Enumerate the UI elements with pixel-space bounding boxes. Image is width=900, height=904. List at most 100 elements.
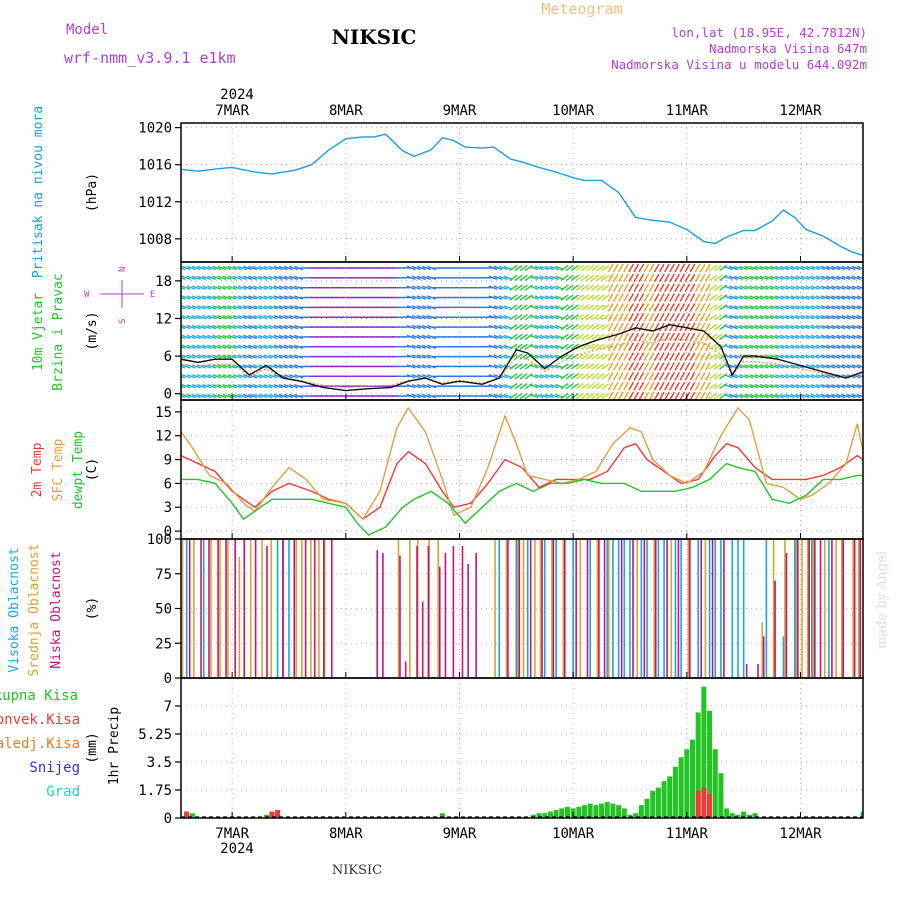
- wind-arrow: [273, 275, 283, 281]
- wind-arrow: [815, 275, 825, 281]
- wind-arrow: [826, 393, 836, 399]
- wind-arrow: [493, 344, 503, 349]
- data-bar: [644, 798, 650, 817]
- wind-arrow: [263, 383, 273, 389]
- wind-arrow: [800, 285, 810, 290]
- wind-arrow: [222, 374, 232, 379]
- wind-arrow: [795, 324, 805, 330]
- wind-arrow: [689, 293, 696, 302]
- wind-arrow: [539, 275, 549, 281]
- wind-arrow: [186, 324, 196, 330]
- y-tick-label: 12: [155, 311, 172, 327]
- wind-arrow: [601, 274, 610, 282]
- wind-arrow: [643, 372, 650, 381]
- wind-arrow: [196, 285, 206, 290]
- wind-arrow: [519, 392, 528, 400]
- data-bar: [701, 686, 707, 817]
- wind-arrow: [416, 374, 426, 379]
- wind-arrow: [232, 324, 242, 330]
- wind-arrow: [836, 305, 846, 310]
- wind-arrow: [289, 285, 298, 290]
- wind-arrow: [514, 294, 523, 301]
- wind-arrow: [534, 275, 544, 281]
- wind-arrow: [411, 305, 421, 310]
- wind-arrow: [509, 314, 518, 321]
- wind-arrow: [754, 324, 764, 330]
- wind-arrow: [694, 372, 701, 381]
- wind-arrow: [648, 342, 655, 352]
- wind-arrow: [810, 295, 820, 300]
- data-bar: [724, 808, 730, 817]
- data-bar: [785, 552, 788, 677]
- panel-frame: [180, 399, 864, 540]
- wind-arrow: [831, 324, 841, 330]
- wind-arrow: [217, 334, 227, 340]
- wind-arrow: [601, 284, 610, 291]
- wind-arrow: [607, 293, 614, 302]
- wind-arrow: [674, 312, 681, 322]
- data-bar: [225, 539, 227, 677]
- wind-arrow: [544, 334, 554, 340]
- wind-arrow: [780, 305, 790, 310]
- wind-arrow: [406, 334, 416, 340]
- wind-arrow: [774, 344, 784, 349]
- wind-arrow: [607, 362, 614, 371]
- wind-arrow: [186, 374, 196, 379]
- wind-arrow: [851, 354, 861, 359]
- wind-arrow: [586, 333, 595, 341]
- wind-arrow: [509, 343, 518, 350]
- wind-arrow: [524, 274, 533, 282]
- wind-arrow: [258, 324, 268, 330]
- wind-arrow: [258, 354, 268, 359]
- wind-arrow: [591, 382, 600, 390]
- wind-arrow: [643, 362, 650, 371]
- data-bar: [735, 814, 741, 817]
- wind-arrow: [427, 324, 437, 330]
- wind-arrow: [669, 263, 675, 273]
- wind-arrow: [212, 265, 222, 271]
- wind-arrow: [232, 334, 242, 340]
- data-bar: [210, 539, 212, 677]
- wind-arrow: [519, 294, 528, 301]
- wind-arrow: [805, 315, 815, 320]
- wind-arrow: [273, 295, 283, 300]
- data-bar: [438, 566, 441, 677]
- wind-arrow: [498, 324, 508, 330]
- wind-arrow: [612, 263, 619, 273]
- wind-arrow: [243, 334, 252, 340]
- data-bar: [261, 539, 263, 677]
- wind-arrow: [427, 315, 437, 320]
- wind-arrow: [416, 275, 426, 281]
- wind-arrow: [851, 334, 861, 340]
- wind-arrow: [723, 374, 733, 379]
- wind-arrow: [810, 265, 820, 271]
- wind-arrow: [191, 285, 201, 290]
- data-bar: [707, 710, 713, 817]
- wind-arrow: [263, 285, 273, 290]
- wind-arrow: [263, 334, 273, 340]
- wind-arrow: [580, 392, 590, 400]
- wind-arrow: [815, 354, 825, 359]
- wind-arrow: [841, 383, 851, 389]
- wind-arrow: [258, 374, 268, 379]
- wind-arrow: [790, 275, 800, 281]
- wind-arrow: [628, 352, 634, 361]
- wind-arrow: [713, 274, 723, 282]
- wind-arrow: [851, 285, 861, 290]
- wind-arrow: [821, 383, 830, 389]
- data-bar: [522, 539, 525, 677]
- wind-arrow: [679, 303, 686, 312]
- wind-arrow: [181, 374, 191, 379]
- wind-arrow: [519, 284, 528, 291]
- wind-arrow: [689, 391, 696, 400]
- wind-arrow: [785, 383, 795, 389]
- data-bar: [784, 539, 786, 677]
- wind-arrow: [744, 305, 754, 310]
- wind-arrow: [708, 294, 718, 301]
- data-bar: [765, 539, 768, 677]
- wind-arrow: [623, 381, 629, 391]
- wind-arrow: [708, 274, 718, 282]
- wind-arrow: [785, 374, 795, 379]
- wind-arrow: [628, 391, 634, 400]
- data-bar: [606, 539, 609, 677]
